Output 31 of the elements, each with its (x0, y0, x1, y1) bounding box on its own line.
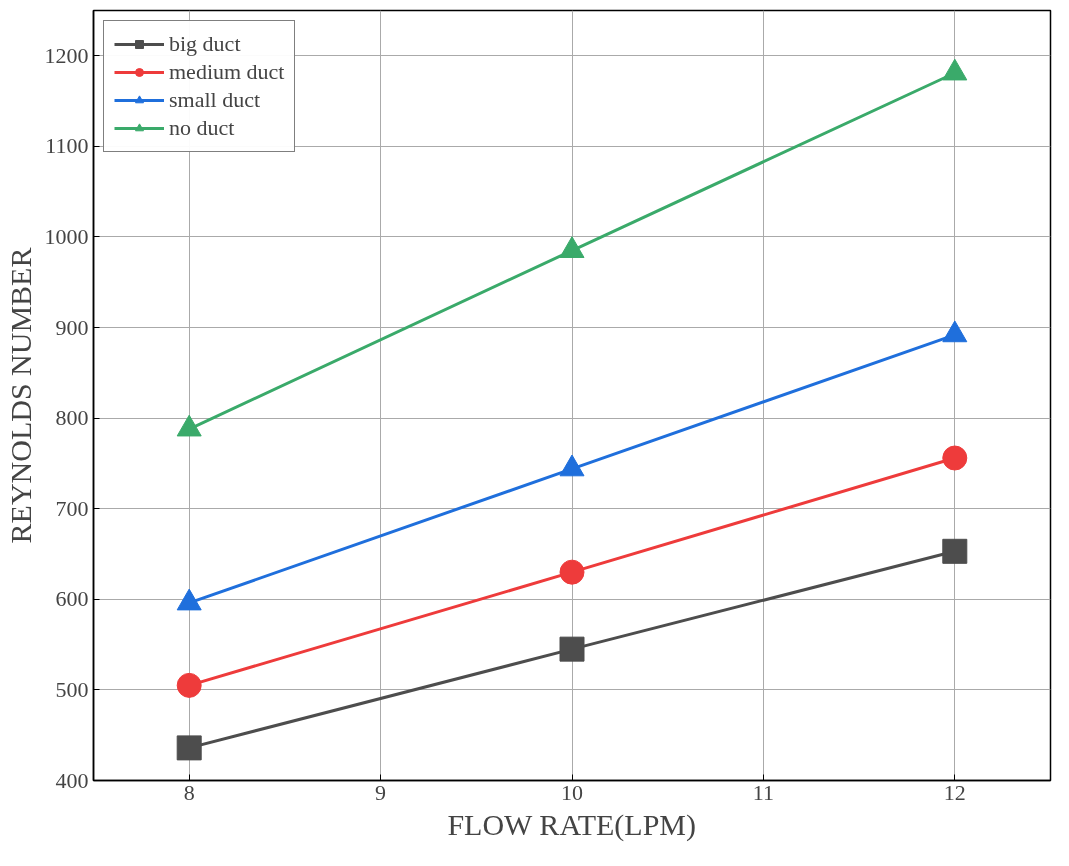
point (176, 735, 202, 761)
y-tick-label: 900 (55, 314, 89, 340)
y-axis-title: REYNOLDS NUMBER (3, 247, 37, 544)
point (942, 538, 968, 564)
y-tick-label: 400 (55, 767, 89, 793)
x-tick-label: 12 (943, 779, 966, 805)
point (559, 559, 585, 585)
y-tick-label: 700 (55, 495, 89, 521)
y-tick-label: 1000 (44, 223, 89, 249)
x-tick-label: 11 (752, 779, 774, 805)
point (942, 320, 968, 343)
point (176, 414, 202, 437)
y-tick-label: 600 (55, 586, 89, 612)
point (559, 236, 585, 258)
y-tick-label: 1200 (44, 42, 89, 68)
x-tick-label: 10 (561, 779, 583, 805)
legend-label: no duct (169, 115, 235, 141)
point (176, 672, 202, 698)
y-tick-label: 500 (55, 676, 89, 702)
point (942, 445, 968, 471)
x-tick-label: 9 (375, 779, 387, 805)
legend-label: medium duct (169, 59, 285, 85)
y-tick-label: 1100 (45, 133, 89, 159)
point (942, 58, 968, 81)
point (559, 636, 585, 662)
y-tick-label: 800 (55, 405, 89, 431)
legend-label: small duct (169, 87, 261, 113)
legend-label: big duct (169, 31, 241, 57)
x-tick-label: 8 (183, 779, 195, 805)
x-axis-title: FLOW RATE(LPM) (447, 807, 697, 842)
point (559, 454, 585, 477)
